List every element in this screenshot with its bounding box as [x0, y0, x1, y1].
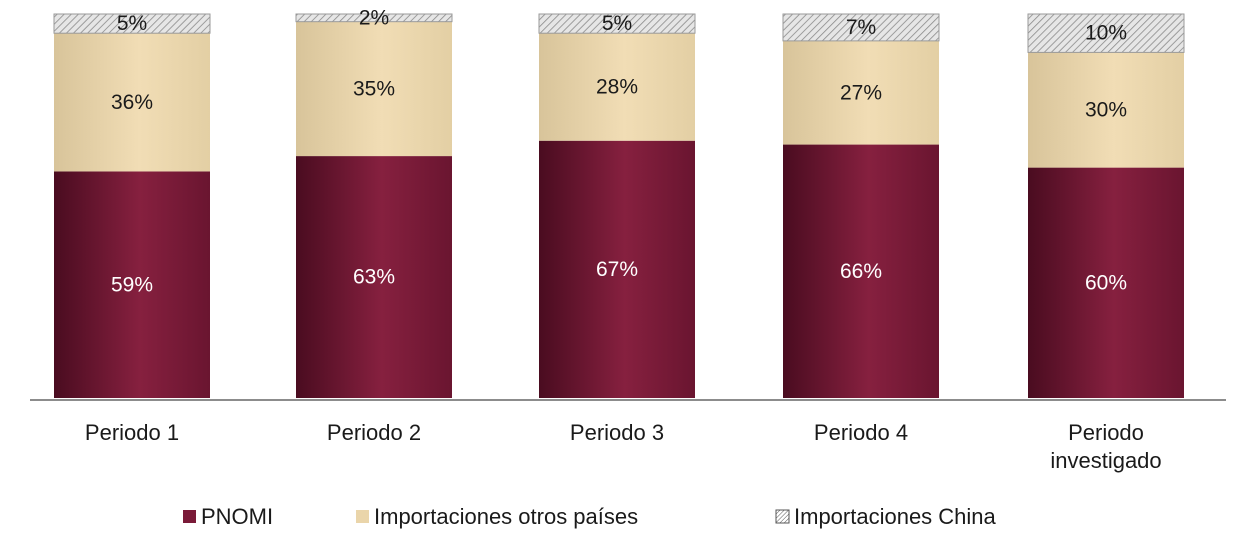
bars-group: 59% 36% 5% 63% 35% 2% 67% 28% 5% 66% 27% 7% 60% 30% 10…	[53, 6, 1185, 398]
bar-china-4	[782, 13, 940, 42]
data-label-pnomi-1: 59%	[111, 273, 153, 296]
data-label-china-5: 10%	[1085, 22, 1127, 45]
bar-otros-5	[1028, 52, 1184, 168]
data-label-otros-3: 28%	[596, 76, 638, 99]
legend-label-pnomi: PNOMI	[201, 504, 273, 529]
bar-otros-4	[783, 40, 939, 145]
bar-pnomi-1	[54, 171, 210, 398]
category-label-2: Periodo 2	[327, 420, 421, 445]
category-label-5: investigado	[1050, 448, 1161, 473]
data-label-china-3: 5%	[602, 12, 632, 35]
legend-label-china: Importaciones China	[794, 504, 997, 529]
data-label-china-4: 7%	[846, 16, 876, 39]
category-label-4: Periodo 4	[814, 420, 908, 445]
category-label-1: Periodo 1	[85, 420, 179, 445]
data-label-otros-4: 27%	[840, 81, 882, 104]
data-label-otros-2: 35%	[353, 77, 395, 100]
data-label-pnomi-5: 60%	[1085, 271, 1127, 294]
category-labels: Periodo 1 Periodo 2 Periodo 3 Periodo 4 Peri…	[85, 420, 1162, 473]
legend: PNOMI Importaciones otros países Importaci…	[183, 504, 997, 529]
legend-swatch-pnomi	[183, 510, 196, 523]
bar-pnomi-3	[539, 140, 695, 398]
category-label-5: Periodo	[1068, 420, 1144, 445]
bar-china-3	[538, 13, 696, 34]
data-label-china-1: 5%	[117, 12, 147, 35]
bar-otros-3	[539, 33, 695, 141]
bar-pnomi-2	[296, 156, 452, 398]
legend-swatch-otros	[356, 510, 369, 523]
bar-china-1	[53, 13, 211, 34]
data-label-china-2: 2%	[359, 6, 389, 29]
category-label-3: Periodo 3	[570, 420, 664, 445]
bar-pnomi-5	[1028, 167, 1184, 398]
bar-pnomi-4	[783, 144, 939, 398]
bar-china-2	[295, 13, 453, 23]
data-label-otros-5: 30%	[1085, 99, 1127, 122]
bar-china-5	[1027, 13, 1185, 53]
data-label-pnomi-4: 66%	[840, 260, 882, 283]
bar-otros-1	[54, 33, 210, 172]
data-label-pnomi-2: 63%	[353, 266, 395, 289]
legend-label-otros: Importaciones otros países	[374, 504, 638, 529]
legend-swatch-china	[775, 509, 790, 524]
data-label-pnomi-3: 67%	[596, 258, 638, 281]
bar-otros-2	[296, 21, 452, 157]
data-label-otros-1: 36%	[111, 91, 153, 114]
